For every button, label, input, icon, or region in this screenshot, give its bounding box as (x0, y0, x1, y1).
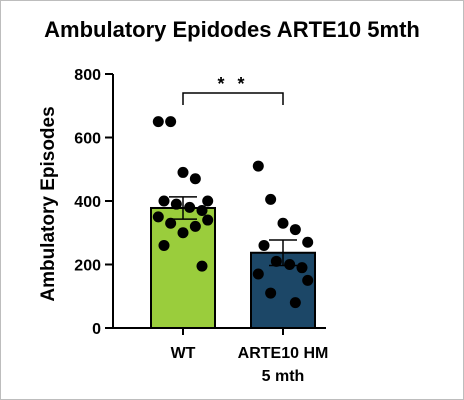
data-point (277, 217, 289, 229)
data-point (202, 195, 214, 207)
data-point (177, 227, 189, 239)
x-category-label: WT (171, 345, 196, 362)
data-point (152, 211, 164, 223)
data-point (252, 160, 264, 172)
plot-area: 0 200 400 600 800 WT ARTE10 HM 5 mth * * (74, 67, 328, 385)
x-category-label: ARTE10 HM (238, 345, 329, 362)
y-tick-label: 600 (74, 131, 101, 148)
data-point (189, 173, 201, 185)
y-tick-label: 400 (74, 194, 101, 211)
data-point (170, 198, 182, 210)
data-point (289, 224, 301, 236)
y-tick-label: 0 (92, 321, 101, 338)
data-point (158, 239, 170, 251)
data-point (189, 220, 201, 232)
data-point (184, 201, 196, 213)
significance-label: * * (217, 74, 248, 94)
data-point (252, 268, 264, 280)
data-point (265, 287, 277, 299)
data-point (202, 214, 214, 226)
data-point (177, 166, 189, 178)
data-point (158, 195, 170, 207)
data-point (165, 217, 177, 229)
data-point (270, 255, 282, 267)
significance-bracket (182, 92, 284, 106)
x-category-label: 5 mth (262, 368, 305, 385)
data-point (165, 116, 177, 128)
data-point (258, 239, 270, 251)
data-point (196, 260, 208, 272)
chart-title: Ambulatory Epidodes ARTE10 5mth (44, 17, 420, 42)
data-point (302, 236, 314, 248)
data-point (152, 116, 164, 128)
y-axis-label: Ambulatory Episodes (38, 106, 59, 301)
data-point (296, 262, 308, 274)
data-point (196, 205, 208, 217)
data-point (265, 193, 277, 205)
y-tick-label: 800 (74, 67, 101, 84)
y-tick-label: 200 (74, 258, 101, 275)
data-point (284, 259, 296, 270)
data-point (302, 274, 314, 286)
data-point (289, 297, 301, 309)
